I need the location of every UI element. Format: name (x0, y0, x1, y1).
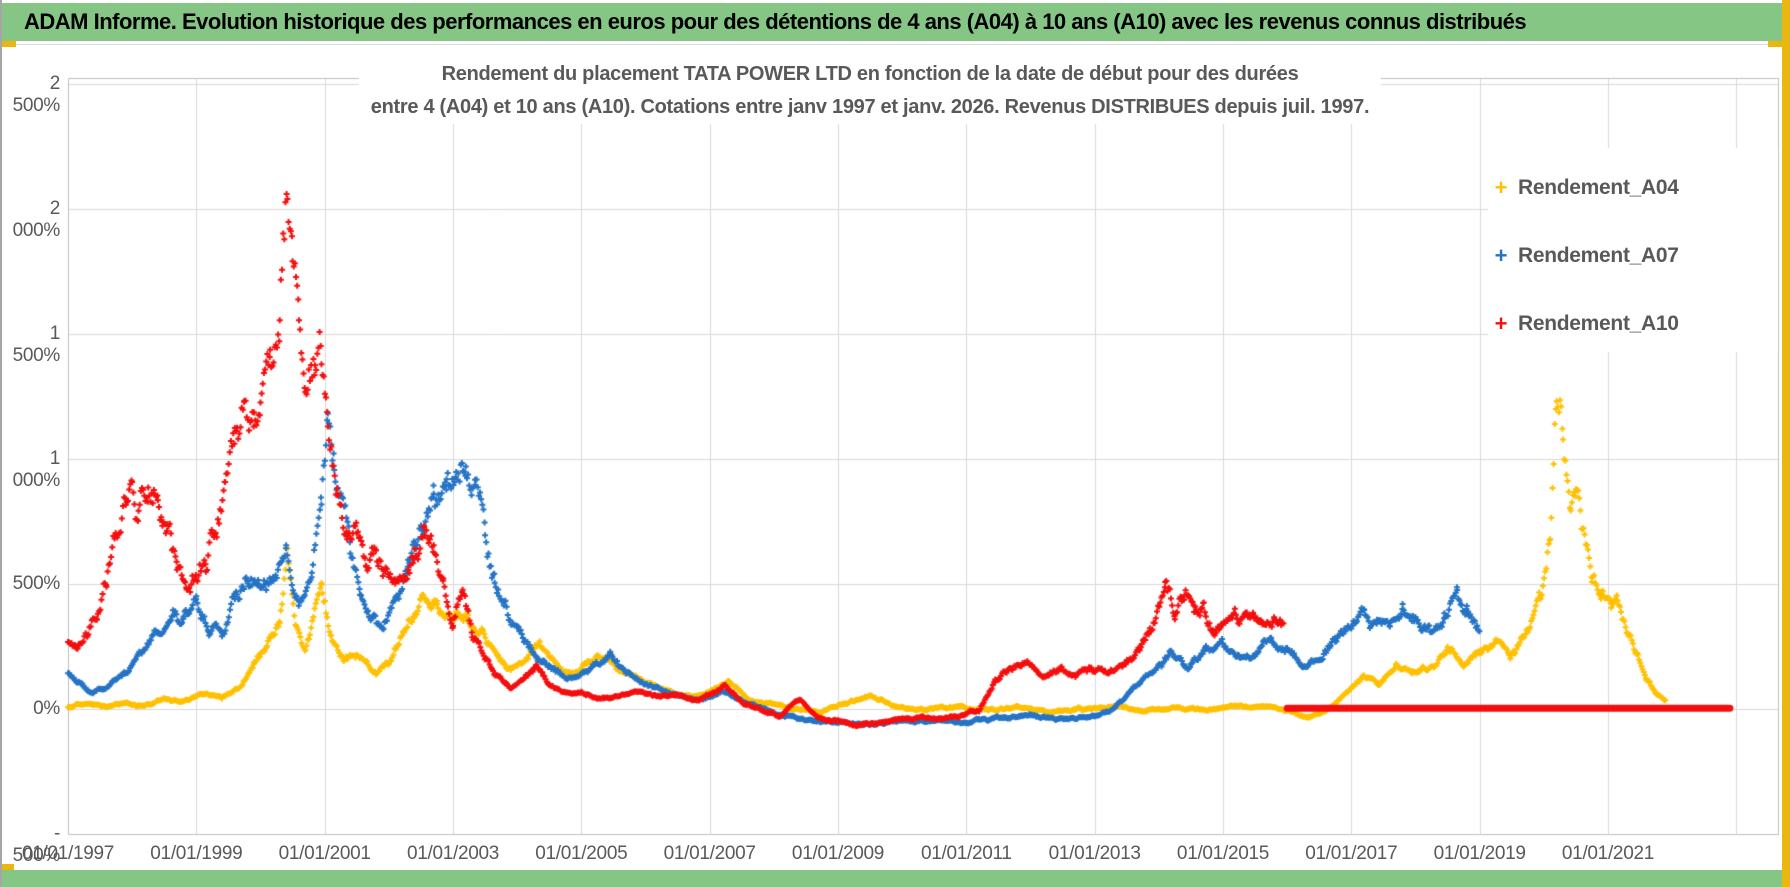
y-axis-tick-label: 500% (12, 573, 61, 594)
right-gold-stripe (1782, 0, 1790, 887)
legend-label: Rendement_A10 (1518, 312, 1679, 335)
y-axis-tick-label: 0% (33, 698, 60, 719)
x-axis-tick-label: 01/01/2007 (663, 843, 756, 864)
x-axis-tick-label: 01/01/2019 (1433, 843, 1526, 864)
x-axis-tick-label: 01/01/1997 (21, 843, 115, 864)
chart-title: Rendement du placement TATA POWER LTD en… (358, 58, 1382, 124)
y-axis-tick-label: - 500% (12, 823, 61, 866)
x-axis-tick-label: 01/01/2003 (406, 843, 500, 864)
plus-marker-icon: + (1494, 243, 1508, 268)
legend-item-rendement-a04: + Rendement_A04 (1488, 154, 1778, 222)
x-axis-tick-label: 01/01/1999 (150, 843, 243, 864)
x-axis-tick-label: 01/01/2009 (791, 843, 885, 864)
x-axis-tick-label: 01/01/2017 (1305, 843, 1398, 864)
x-axis-tick-label: 01/01/2001 (278, 843, 371, 864)
y-axis-tick-label: 2 000% (12, 198, 61, 241)
y-axis-tick-label: 2 500% (12, 73, 61, 116)
legend-label: Rendement_A04 (1518, 176, 1679, 199)
bottom-band (2, 870, 1782, 887)
legend-item-rendement-a07: + Rendement_A07 (1488, 222, 1778, 290)
legend-label: Rendement_A07 (1518, 244, 1679, 267)
chart-title-line2: entre 4 (A04) et 10 ans (A10). Cotations… (370, 96, 1370, 118)
plus-marker-icon: + (1494, 311, 1508, 336)
x-axis-tick-label: 01/01/2015 (1176, 843, 1270, 864)
gold-accent-bottom-left (2, 864, 14, 870)
legend-item-rendement-a10: + Rendement_A10 (1488, 290, 1778, 358)
chart-legend: + Rendement_A04 + Rendement_A07 + Rendem… (1488, 148, 1778, 352)
x-axis-tick-label: 01/01/2021 (1561, 843, 1654, 864)
y-axis-tick-label: 1 000% (12, 448, 61, 491)
x-axis-tick-label: 01/01/2005 (535, 843, 628, 864)
x-axis-tick-label: 01/01/2013 (1048, 843, 1141, 864)
x-axis-tick-label: 01/01/2011 (920, 843, 1012, 864)
chart-title-line1: Rendement du placement TATA POWER LTD en… (441, 63, 1299, 85)
y-axis-tick-label: 1 500% (12, 323, 61, 366)
plus-marker-icon: + (1494, 175, 1508, 200)
